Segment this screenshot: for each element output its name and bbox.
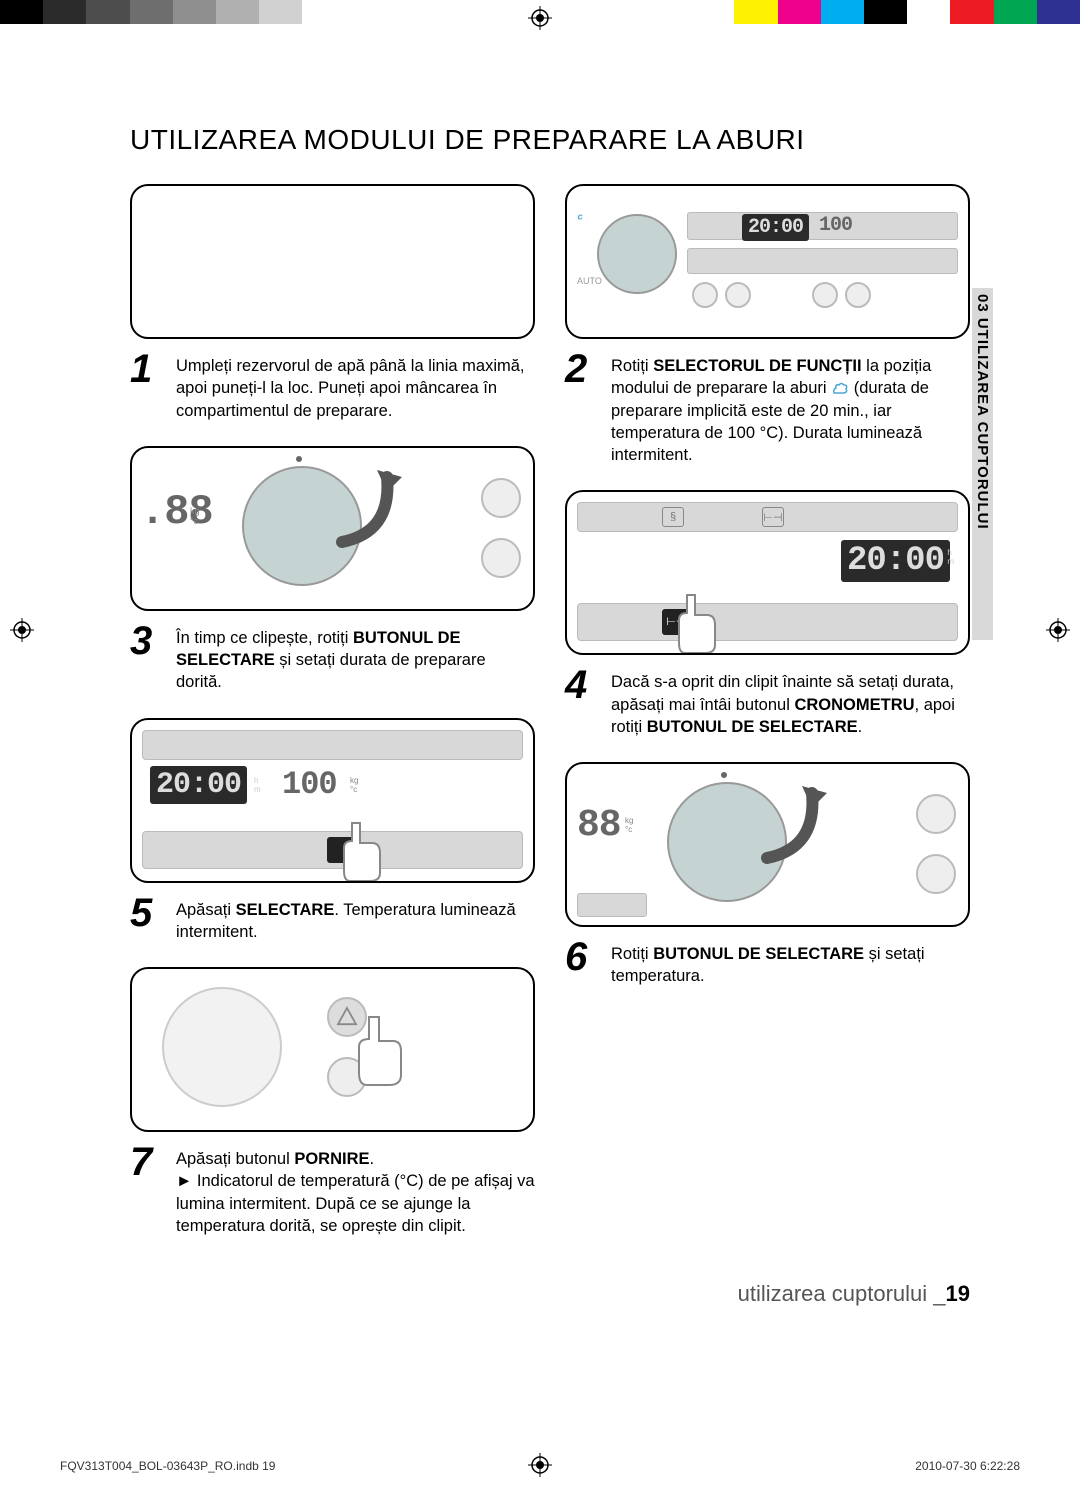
- illustration-step-1: [130, 184, 535, 339]
- display-weight: .88: [140, 488, 213, 536]
- illustration-step-6: 88 kg°c: [565, 762, 970, 927]
- step-5: 5 Apăsați SELECTARE. Temperatura luminea…: [130, 895, 535, 944]
- step-number: 6: [565, 939, 599, 975]
- display-temp: 100: [819, 214, 852, 237]
- imprint-date: 2010-07-30 6:22:28: [915, 1459, 1020, 1473]
- display-time: 20:00: [742, 214, 809, 241]
- illustration-step-4: § ⊢⊣ 20:00 hm ⊢⊣: [565, 490, 970, 655]
- page-title: UTILIZAREA MODULUI DE PREPARARE LA ABURI: [130, 124, 970, 156]
- steam-icon: [831, 379, 849, 393]
- footer-section-title: utilizarea cuptorului _19: [130, 1281, 970, 1307]
- step-number: 1: [130, 351, 164, 387]
- step-text: Dacă s-a oprit din clipit înainte să set…: [611, 667, 970, 738]
- illustration-step-5: 20:00 hm 100 kg°c: [130, 718, 535, 883]
- step-text: Rotiți SELECTORUL DE FUNCȚII la poziția …: [611, 351, 970, 466]
- imprint-bar: FQV313T004_BOL-03643P_RO.indb 19 2010-07…: [0, 1459, 1080, 1473]
- step-text: În timp ce clipește, rotiți BUTONUL DE S…: [176, 623, 535, 694]
- step-1: 1 Umpleți rezervorul de apă până la lini…: [130, 351, 535, 422]
- step-number: 3: [130, 623, 164, 659]
- step-4: 4 Dacă s-a oprit din clipit înainte să s…: [565, 667, 970, 738]
- display-time: 20:00: [841, 540, 950, 582]
- step-3: 3 În timp ce clipește, rotiți BUTONUL DE…: [130, 623, 535, 694]
- step-number: 4: [565, 667, 599, 703]
- imprint-file: FQV313T004_BOL-03643P_RO.indb 19: [60, 1459, 275, 1473]
- illustration-step-2: ᶜ 20:00 100 AUTO: [565, 184, 970, 339]
- display-time: 20:00: [150, 766, 247, 804]
- display-weight: 88: [577, 804, 621, 847]
- step-number: 7: [130, 1144, 164, 1180]
- step-number: 2: [565, 351, 599, 387]
- step-2: 2 Rotiți SELECTORUL DE FUNCȚII la poziți…: [565, 351, 970, 466]
- step-7: 7 Apăsați butonul PORNIRE. ► Indicatorul…: [130, 1144, 535, 1237]
- illustration-step-3: .88 kg°c: [130, 446, 535, 611]
- step-text: Apăsați SELECTARE. Temperatura luminează…: [176, 895, 535, 944]
- display-temp: 100: [282, 766, 337, 803]
- illustration-step-7: [130, 967, 535, 1132]
- step-text: Apăsați butonul PORNIRE. ► Indicatorul d…: [176, 1144, 535, 1237]
- step-text: Umpleți rezervorul de apă până la linia …: [176, 351, 535, 422]
- step-number: 5: [130, 895, 164, 931]
- step-6: 6 Rotiți BUTONUL DE SELECTARE și setați …: [565, 939, 970, 988]
- step-text: Rotiți BUTONUL DE SELECTARE și setați te…: [611, 939, 970, 988]
